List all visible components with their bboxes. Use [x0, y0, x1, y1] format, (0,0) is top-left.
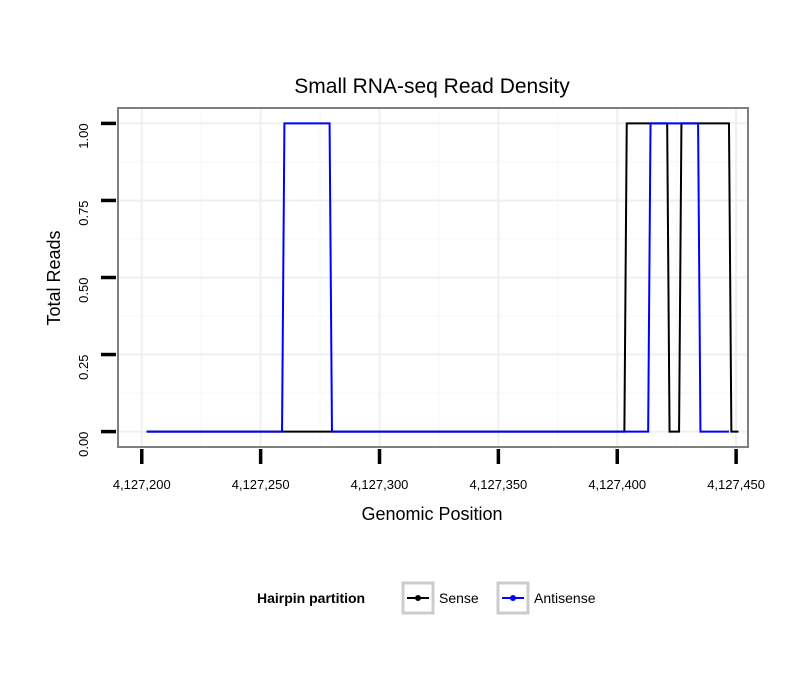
legend-key-point: [415, 595, 421, 601]
x-axis-title: Genomic Position: [361, 504, 502, 524]
x-tick-label: 4,127,200: [113, 477, 171, 492]
x-tick-label: 4,127,400: [588, 477, 646, 492]
y-tick-label: 0.75: [76, 200, 91, 225]
y-axis: 0.00 0.25 0.50 0.75 1.00: [76, 121, 116, 457]
series-line-antisense: [146, 122, 729, 433]
y-tick-label: 0.00: [76, 432, 91, 457]
y-axis-title: Total Reads: [44, 230, 64, 325]
x-tick-label: 4,127,350: [469, 477, 527, 492]
panel-border: [117, 107, 749, 448]
chart-title: Small RNA-seq Read Density: [294, 75, 570, 98]
x-tick-label: 4,127,300: [351, 477, 409, 492]
legend-label: Sense: [439, 590, 479, 606]
x-tick-label: 4,127,450: [707, 477, 765, 492]
y-tick-label: 1.00: [76, 123, 91, 148]
legend-key-point: [510, 595, 516, 601]
legend: Hairpin partition Sense Antisense: [257, 581, 596, 615]
legend-item-antisense: Antisense: [496, 581, 596, 615]
y-tick-label: 0.25: [76, 355, 91, 380]
x-tick-label: 4,127,250: [232, 477, 290, 492]
x-axis: 4,127,200 4,127,250 4,127,300 4,127,350 4,12…: [113, 449, 765, 492]
plot-panel: [117, 107, 749, 448]
legend-label: Antisense: [534, 590, 596, 606]
legend-item-sense: Sense: [401, 581, 479, 615]
y-tick-label: 0.50: [76, 278, 91, 303]
legend-title: Hairpin partition: [257, 590, 365, 606]
series-line-sense: [146, 122, 739, 433]
